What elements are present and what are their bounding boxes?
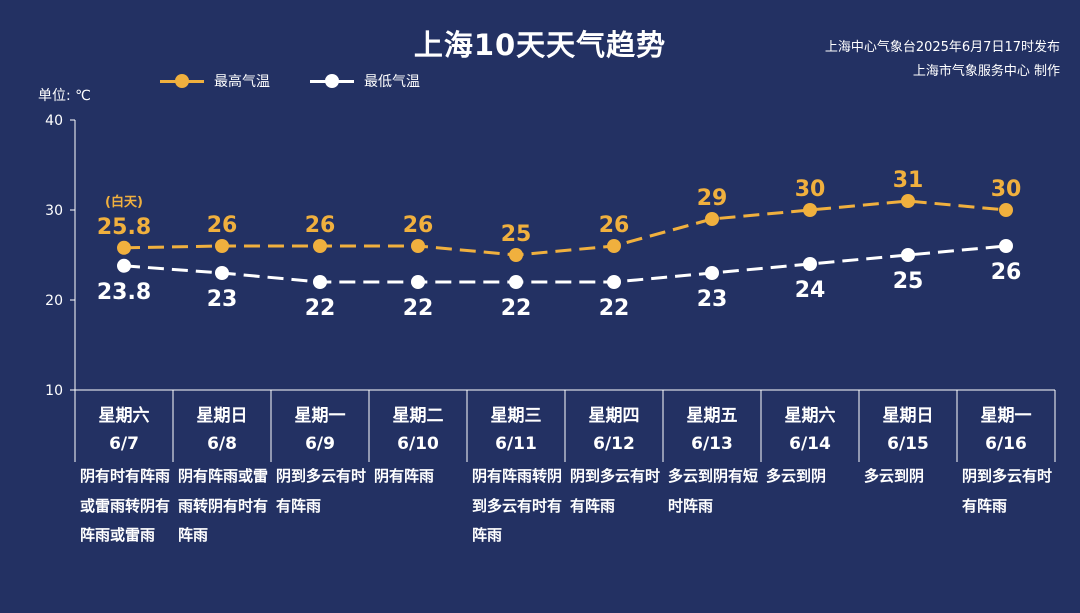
data-label-high: 25.8 — [97, 215, 151, 240]
date-label: 6/16 — [985, 434, 1027, 454]
date-label: 6/14 — [789, 434, 831, 454]
weekday-label: 星期六 — [98, 406, 150, 426]
data-point-high — [509, 248, 523, 262]
data-label-low: 23 — [207, 287, 238, 312]
data-point-low — [313, 275, 327, 289]
legend-low-label: 最低气温 — [364, 74, 420, 90]
data-label-high: 25 — [501, 222, 532, 247]
date-label: 6/12 — [593, 434, 635, 454]
series-line-low — [123, 244, 1007, 284]
weekday-label: 星期一 — [980, 406, 1032, 426]
weekday-label: 星期三 — [490, 406, 542, 426]
date-label: 6/15 — [887, 434, 929, 454]
day-header: 星期日 6/8 — [173, 402, 271, 458]
weekday-label: 星期六 — [784, 406, 836, 426]
y-tick-label: 20 — [45, 293, 63, 309]
weather-description: 多云到阴 — [864, 467, 925, 485]
weather-description: 阴有阵雨或雷雨转阴有时有阵雨 — [178, 467, 269, 544]
weekday-label: 星期五 — [686, 406, 738, 426]
day-header: 星期五 6/13 — [663, 402, 761, 458]
weather-description: 阴到多云有时有阵雨 — [962, 467, 1053, 515]
legend-high-label: 最高气温 — [214, 74, 270, 90]
date-label: 6/10 — [397, 434, 439, 454]
data-label-low: 22 — [305, 296, 336, 321]
legend-low-swatch — [310, 74, 354, 88]
y-unit-label: 单位: ℃ — [38, 88, 91, 104]
day-header: 星期一 6/9 — [271, 402, 369, 458]
data-label-low: 23.8 — [97, 280, 151, 305]
weekday-label: 星期日 — [882, 406, 934, 426]
weather-description: 阴有阵雨转阴到多云有时有阵雨 — [472, 467, 563, 544]
data-point-high — [901, 194, 915, 208]
data-point-high — [705, 212, 719, 226]
y-tick-label: 40 — [45, 113, 63, 129]
data-point-high — [117, 240, 131, 255]
date-label: 6/8 — [207, 434, 237, 454]
daytime-annotation: (白天) — [105, 194, 143, 210]
weekday-label: 星期二 — [392, 406, 444, 426]
day-header: 星期二 6/10 — [369, 402, 467, 458]
legend-high-swatch — [160, 74, 204, 88]
data-point-high — [803, 203, 817, 217]
data-point-low — [607, 275, 621, 289]
data-label-low: 22 — [501, 296, 532, 321]
data-point-low — [509, 275, 523, 289]
data-point-low — [803, 257, 817, 271]
data-point-low — [999, 239, 1013, 253]
weather-description: 多云到阴有短时阵雨 — [668, 467, 759, 515]
weather-description: 多云到阴 — [766, 467, 827, 485]
data-label-high: 30 — [795, 177, 826, 202]
data-label-high: 26 — [305, 213, 336, 238]
data-label-high: 29 — [697, 186, 728, 211]
data-label-high: 26 — [207, 213, 238, 238]
data-point-high — [411, 239, 425, 253]
data-label-high: 31 — [893, 168, 924, 193]
data-label-high: 26 — [599, 213, 630, 238]
legend-low: 最低气温 — [310, 71, 420, 91]
data-point-high — [999, 203, 1013, 217]
weekday-label: 星期一 — [294, 406, 346, 426]
data-point-low — [901, 248, 915, 262]
weather-description: 阴到多云有时有阵雨 — [276, 467, 367, 515]
weather-description: 阴有阵雨 — [374, 467, 435, 485]
data-point-low — [215, 266, 229, 280]
day-header: 星期一 6/16 — [957, 402, 1055, 458]
day-header: 星期六 6/7 — [75, 402, 173, 458]
data-point-low — [117, 258, 131, 273]
weekday-label: 星期日 — [196, 406, 248, 426]
date-label: 6/13 — [691, 434, 733, 454]
day-header: 星期六 6/14 — [761, 402, 859, 458]
y-tick-label: 30 — [45, 203, 63, 219]
legend-high: 最高气温 — [160, 71, 270, 91]
data-label-low: 22 — [403, 296, 434, 321]
series-line-high — [123, 199, 1007, 257]
y-tick-label: 10 — [45, 383, 63, 399]
date-label: 6/11 — [495, 434, 537, 454]
data-label-low: 25 — [893, 269, 924, 294]
data-point-low — [411, 275, 425, 289]
data-point-high — [607, 239, 621, 253]
data-point-high — [313, 239, 327, 253]
data-label-low: 24 — [795, 278, 826, 303]
data-point-high — [215, 239, 229, 253]
weather-description: 阴到多云有时有阵雨 — [570, 467, 661, 515]
weekday-label: 星期四 — [588, 406, 640, 426]
data-label-high: 26 — [403, 213, 434, 238]
data-label-low: 22 — [599, 296, 630, 321]
weather-description: 阴有时有阵雨或雷雨转阴有阵雨或雷雨 — [80, 467, 171, 544]
data-label-high: 30 — [991, 177, 1022, 202]
date-label: 6/7 — [109, 434, 139, 454]
source-line-2: 上海市气象服务中心 制作 — [912, 64, 1060, 79]
date-label: 6/9 — [305, 434, 335, 454]
chart-title: 上海10天天气趋势 — [413, 28, 667, 62]
day-header: 星期四 6/12 — [565, 402, 663, 458]
source-line-1: 上海中心气象台2025年6月7日17时发布 — [824, 40, 1060, 55]
data-label-low: 23 — [697, 287, 728, 312]
day-header: 星期三 6/11 — [467, 402, 565, 458]
day-header: 星期日 6/15 — [859, 402, 957, 458]
data-label-low: 26 — [991, 260, 1022, 285]
data-point-low — [705, 266, 719, 280]
